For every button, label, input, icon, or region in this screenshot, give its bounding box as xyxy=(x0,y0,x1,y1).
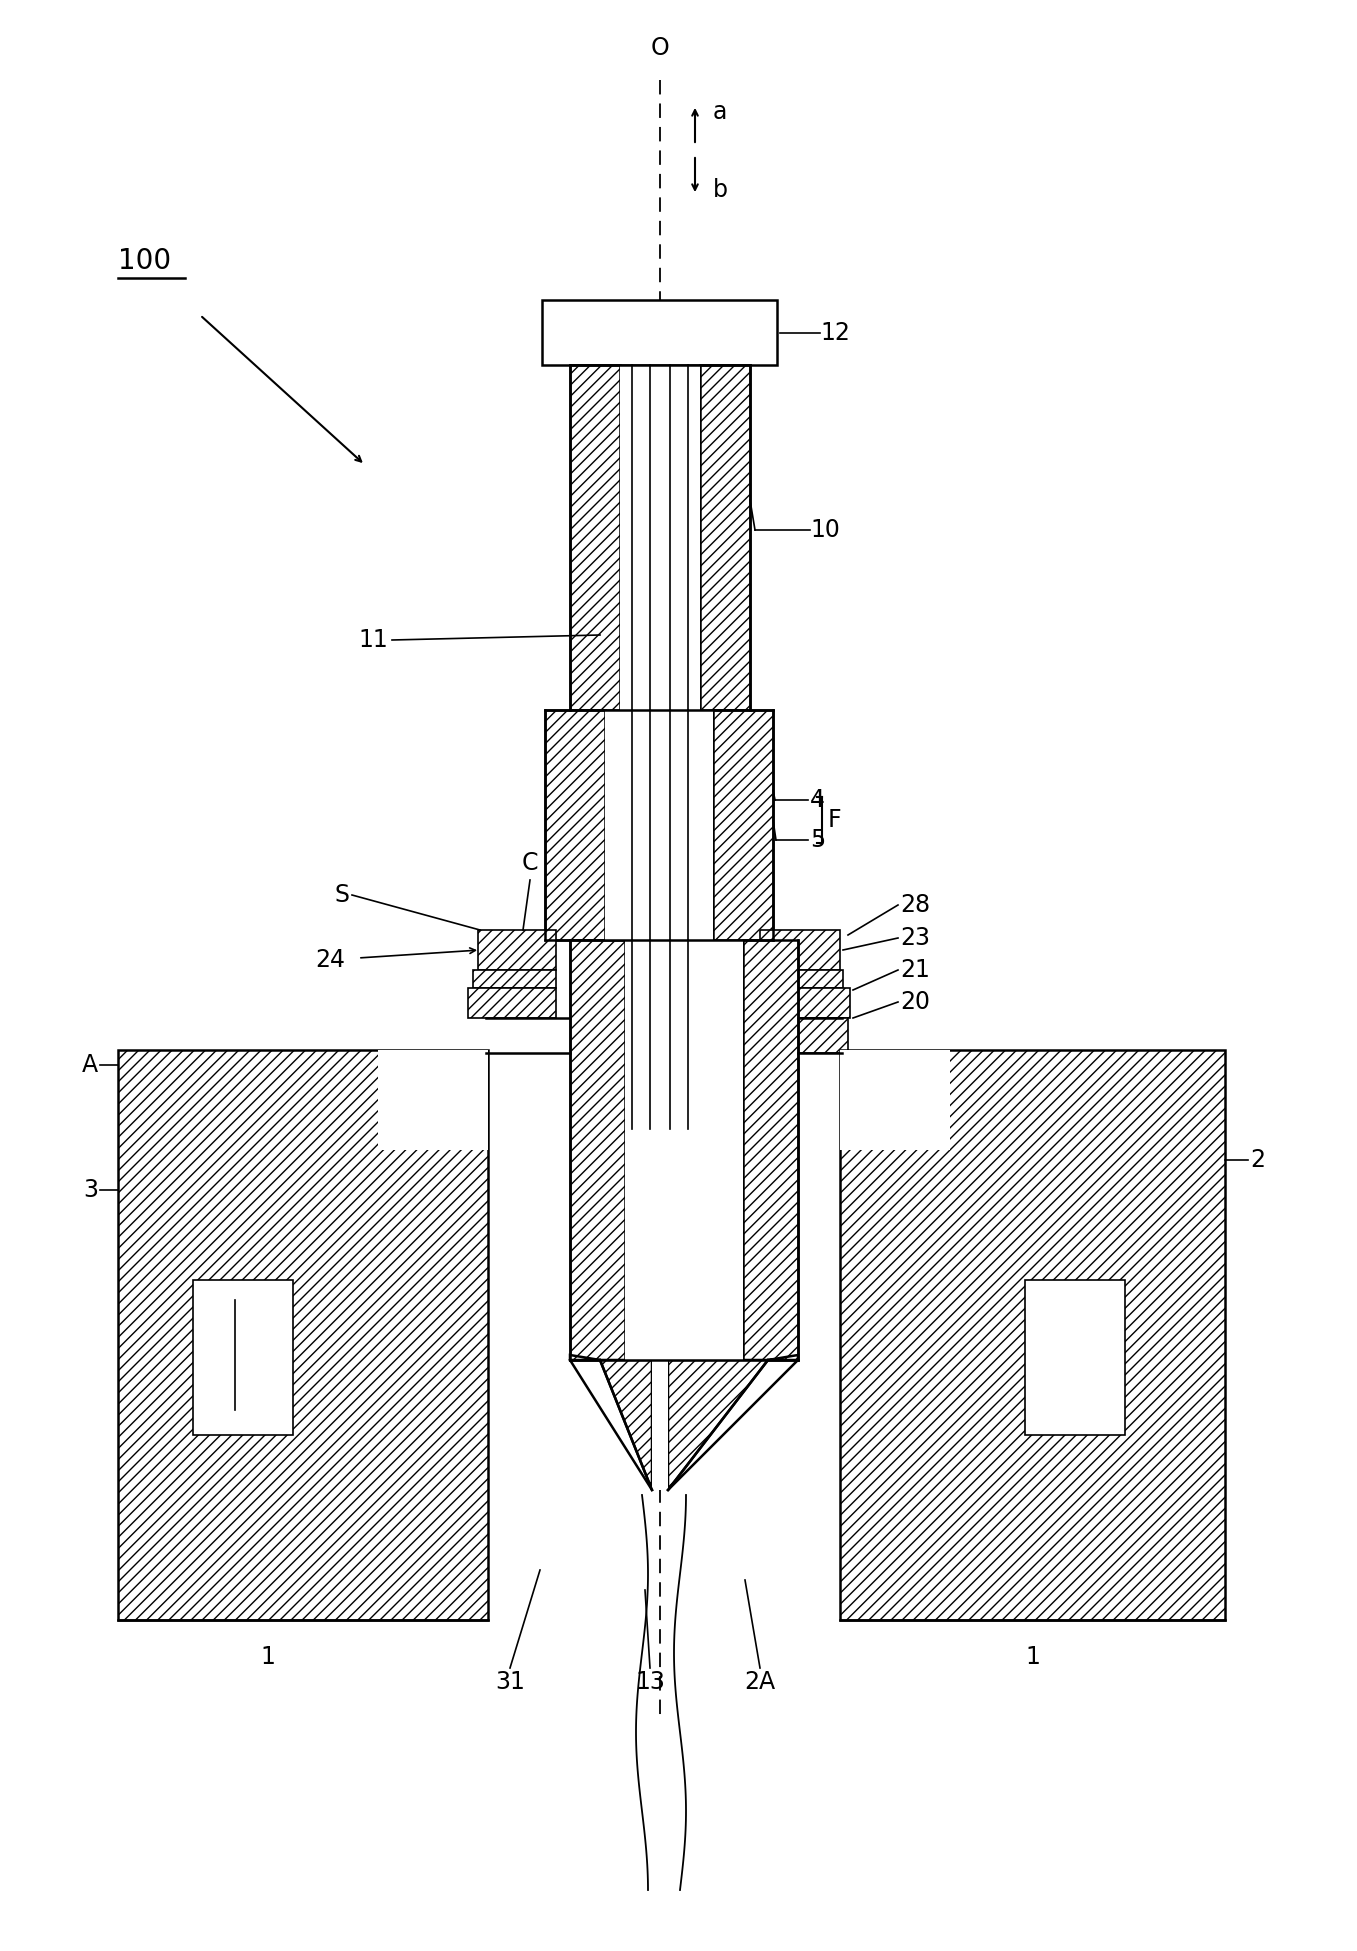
Bar xyxy=(379,1050,489,1149)
Text: 5: 5 xyxy=(810,827,825,853)
Text: 10: 10 xyxy=(810,519,840,542)
Text: 24: 24 xyxy=(315,948,345,972)
Bar xyxy=(700,365,750,710)
Bar xyxy=(754,970,843,987)
Text: O: O xyxy=(650,35,669,60)
Bar xyxy=(840,1050,950,1149)
Text: 13: 13 xyxy=(635,1670,665,1693)
Bar xyxy=(570,940,626,1360)
Text: S: S xyxy=(335,884,350,907)
Text: 20: 20 xyxy=(900,989,930,1015)
Bar xyxy=(840,1050,1225,1619)
Bar xyxy=(118,1050,489,1619)
Bar xyxy=(468,987,556,1018)
Bar xyxy=(626,940,744,1360)
Text: 2: 2 xyxy=(1250,1147,1265,1173)
Text: C: C xyxy=(521,851,539,874)
Bar xyxy=(712,710,773,940)
Bar xyxy=(620,365,700,710)
Bar xyxy=(1025,1280,1125,1436)
Bar xyxy=(744,940,798,1360)
Text: 4: 4 xyxy=(810,788,825,812)
Text: 11: 11 xyxy=(358,628,388,652)
Text: 3: 3 xyxy=(83,1178,98,1202)
Bar xyxy=(750,987,849,1018)
Bar xyxy=(478,931,556,970)
Polygon shape xyxy=(570,1356,651,1491)
Text: b: b xyxy=(712,178,727,203)
Bar xyxy=(605,710,712,940)
Text: A: A xyxy=(81,1054,98,1077)
Text: 31: 31 xyxy=(495,1670,525,1693)
Text: 1: 1 xyxy=(1026,1645,1041,1668)
Bar xyxy=(570,365,620,710)
Text: 12: 12 xyxy=(820,322,849,345)
Text: F: F xyxy=(828,808,841,831)
Bar xyxy=(546,710,605,940)
Bar xyxy=(541,300,778,365)
Bar xyxy=(193,1280,293,1436)
Bar xyxy=(474,970,556,987)
Text: 21: 21 xyxy=(900,958,930,981)
Bar xyxy=(752,1018,848,1054)
Text: 23: 23 xyxy=(900,927,930,950)
Text: 100: 100 xyxy=(118,248,171,275)
Bar xyxy=(760,931,840,970)
Polygon shape xyxy=(651,1360,668,1491)
Text: 28: 28 xyxy=(900,894,930,917)
Text: 1: 1 xyxy=(261,1645,275,1668)
Text: a: a xyxy=(712,100,727,125)
Text: 2A: 2A xyxy=(745,1670,776,1693)
Polygon shape xyxy=(668,1356,798,1491)
